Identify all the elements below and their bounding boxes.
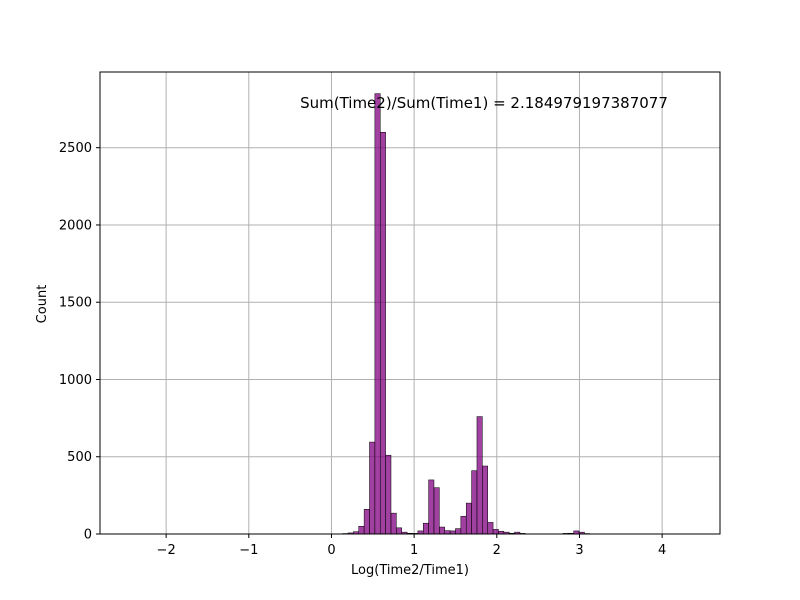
histogram-bar (465, 502, 472, 535)
y-tick-label: 2500 (59, 141, 92, 156)
histogram-bar (422, 522, 429, 535)
x-tick-label: 0 (327, 543, 335, 558)
annotation-text: Sum(Time2)/Sum(Time1) = 2.18497919738707… (300, 94, 668, 112)
x-tick-label: 4 (658, 543, 666, 558)
histogram-bar (439, 526, 445, 535)
histogram-bar (396, 527, 402, 535)
x-axis-title: Log(Time2/Time1) (351, 563, 469, 578)
y-tick-label: 2000 (59, 218, 92, 233)
histogram-bar (460, 515, 467, 535)
histogram-bar (385, 454, 392, 535)
histogram-bar (487, 522, 494, 535)
histogram-bar (428, 479, 435, 535)
x-tick-label: 2 (493, 543, 501, 558)
x-tick-label: −1 (239, 543, 258, 558)
y-tick-label: 500 (67, 450, 92, 465)
histogram-bars (342, 93, 591, 535)
histogram-bar (374, 93, 381, 535)
plot-frame (99, 71, 721, 535)
y-axis-title: Count (35, 285, 50, 324)
histogram-bar (433, 487, 440, 535)
histogram-bar (363, 509, 370, 535)
histogram-bar (358, 526, 365, 535)
histogram-bar (471, 470, 478, 535)
plot-area-background (100, 72, 720, 534)
histogram-bar (455, 528, 462, 535)
x-tick-label: 3 (575, 543, 583, 558)
histogram-bar (444, 530, 451, 535)
histogram-bar (390, 512, 397, 535)
histogram-bar (379, 132, 386, 535)
y-tick-label: 1000 (59, 373, 92, 388)
y-axis-ticks: 0 500 1000 1500 2000 2500 (59, 141, 100, 543)
x-tick-label: −2 (157, 543, 176, 558)
y-tick-label: 1500 (59, 296, 92, 311)
y-tick-label: 0 (84, 528, 92, 543)
x-axis-ticks: −2 −1 0 1 2 3 4 (157, 534, 666, 558)
histogram-bar (369, 441, 376, 535)
histogram-bar (482, 465, 488, 535)
histogram-bar (492, 529, 499, 535)
histogram-bar (476, 416, 483, 535)
x-tick-label: 1 (410, 543, 418, 558)
